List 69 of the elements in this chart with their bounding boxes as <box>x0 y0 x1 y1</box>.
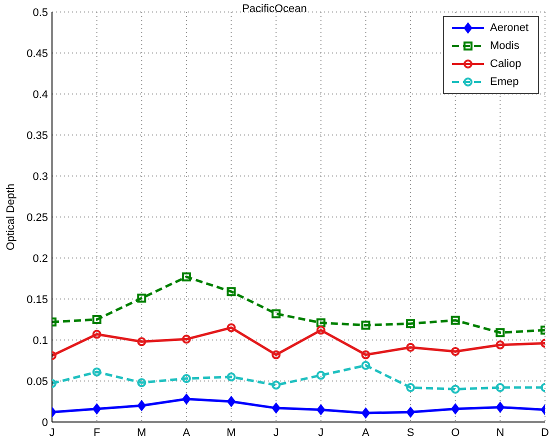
point <box>226 323 236 332</box>
x-tick-label: O <box>451 426 460 439</box>
y-tick-label: 0.15 <box>26 294 48 306</box>
point <box>496 402 504 412</box>
point <box>137 337 146 346</box>
point <box>450 346 460 356</box>
point <box>316 326 326 335</box>
x-tick-label: S <box>406 426 414 439</box>
x-tick-label: A <box>362 426 370 439</box>
point <box>92 330 102 339</box>
point <box>496 340 505 350</box>
chart-title: PacificOcean <box>242 3 307 15</box>
x-tick-label: J <box>49 426 55 439</box>
point <box>316 370 326 380</box>
y-tick-label: 0 <box>42 416 48 429</box>
point <box>406 383 416 392</box>
point <box>272 350 281 360</box>
x-tick-label: N <box>496 426 504 439</box>
y-tick-label: 0.05 <box>26 376 48 388</box>
x-tick-label: D <box>541 426 549 439</box>
point <box>316 318 326 328</box>
point <box>92 367 102 376</box>
y-tick-label: 0.25 <box>26 212 48 224</box>
point <box>450 384 460 394</box>
legend-label: Caliop <box>490 58 522 70</box>
y-tick-label: 0.35 <box>26 130 48 142</box>
y-tick-label: 0.2 <box>32 252 48 265</box>
point <box>406 342 416 352</box>
y-tick-label: 0.3 <box>32 170 48 183</box>
x-tick-label: M <box>137 426 146 439</box>
point <box>92 404 102 414</box>
point <box>496 328 505 338</box>
point <box>316 404 326 415</box>
point <box>227 396 236 407</box>
point <box>406 406 415 418</box>
x-tick-label: J <box>318 426 324 439</box>
y-axis-title: Optical Depth <box>4 184 17 250</box>
y-tick-label: 0.1 <box>32 334 48 347</box>
point <box>182 374 191 384</box>
point <box>137 400 146 411</box>
point <box>361 320 370 330</box>
point <box>361 408 370 418</box>
point <box>182 394 191 404</box>
point <box>406 319 416 328</box>
x-tick-label: F <box>93 426 100 439</box>
y-tick-label: 0.45 <box>26 48 48 60</box>
point <box>137 294 146 303</box>
legend-label: Emep <box>490 76 519 88</box>
y-tick-label: 0.5 <box>32 6 48 19</box>
point <box>272 380 281 390</box>
legend-label: Aeronet <box>490 22 529 34</box>
point <box>226 287 236 296</box>
y-tick-label: 0.4 <box>32 88 48 101</box>
x-tick-label: M <box>226 426 236 439</box>
point <box>182 272 191 282</box>
point <box>272 309 281 318</box>
point <box>451 404 460 414</box>
point <box>361 360 370 370</box>
point <box>450 316 460 325</box>
point <box>226 372 236 382</box>
point <box>182 334 191 344</box>
x-tick-label: J <box>273 426 279 439</box>
legend-label: Modis <box>490 40 520 52</box>
point <box>92 315 102 324</box>
point <box>361 350 370 360</box>
point <box>272 402 280 414</box>
point <box>496 383 505 392</box>
point <box>137 378 146 388</box>
x-tick-label: A <box>182 426 191 439</box>
